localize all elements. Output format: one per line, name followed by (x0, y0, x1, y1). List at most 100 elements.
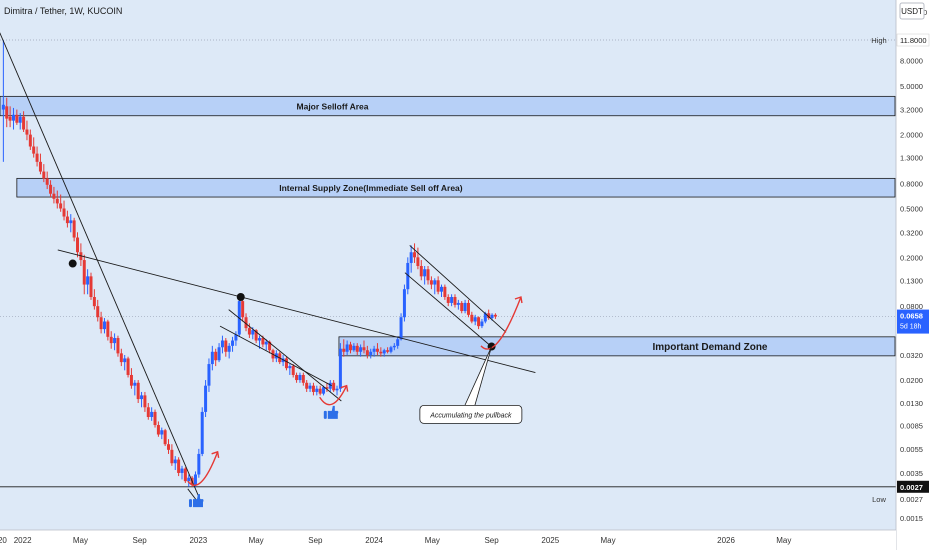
current-price-badge (897, 309, 929, 334)
candle-body (389, 347, 393, 352)
time-tick-label: 2024 (365, 536, 383, 545)
candle-body (281, 358, 285, 363)
price-tick-label: 0.5000 (900, 204, 923, 213)
time-axis[interactable]: 20 2022 May Sep 2023 May Sep 2024 May Sep 2025 May 2… (0, 529, 896, 550)
time-tick-label: May (249, 536, 264, 545)
symbol-title: Dimitra / Tether, 1W, KUCOIN (4, 6, 122, 16)
zone-label: Internal Supply Zone(Immediate Sell off … (279, 183, 463, 193)
candle-body (352, 345, 356, 351)
candle-body (325, 387, 329, 389)
candle-body (42, 171, 46, 179)
candle-body (8, 116, 12, 121)
candle-body (25, 129, 29, 135)
candle-body (345, 344, 349, 352)
candle-body (163, 430, 167, 445)
candle-body (261, 338, 265, 345)
candle-body (301, 374, 305, 383)
price-tick-label: 0.0800 (900, 302, 923, 311)
red-arrow-head (340, 384, 349, 392)
candle-body (335, 388, 339, 391)
callout-pointer (464, 346, 492, 406)
candle-body (480, 321, 484, 327)
candle-body (406, 262, 410, 290)
candle-body (234, 334, 238, 341)
candle-body (82, 260, 86, 285)
candle-body (423, 269, 427, 277)
candle-body (359, 347, 363, 352)
high-label: High (871, 36, 886, 45)
candle-body (433, 280, 437, 285)
candle-body (52, 193, 56, 199)
trendline (219, 325, 332, 387)
price-tick-label: 1.3000 (900, 154, 923, 163)
zone-box (0, 95, 896, 117)
candle-body (210, 351, 214, 365)
candle-body (204, 385, 208, 412)
candle-body (207, 364, 211, 386)
price-tick-label: 0.0015 (900, 514, 923, 523)
candle-body (126, 358, 130, 375)
price-tick-label: 0.0055 (900, 445, 923, 454)
candle-body (318, 388, 322, 394)
candle-body (392, 345, 396, 348)
candle-body (456, 302, 460, 305)
red-arrow-head (211, 450, 220, 458)
price-tick-label: 0.1300 (900, 276, 923, 285)
candle-body (49, 184, 53, 194)
candle-body (1, 104, 5, 110)
candle-body (170, 449, 174, 464)
candle-body (180, 468, 184, 473)
candle-body (99, 317, 103, 330)
pivot-dot (236, 293, 245, 302)
candle-body (338, 348, 342, 389)
candle-body (362, 347, 366, 351)
price-axis[interactable]: 20.00008.00005.00003.20002.00001.30000.8… (871, 0, 932, 550)
candle-body (332, 382, 336, 391)
thumbs-up-icon (323, 405, 339, 419)
current-price: 0.0658 (900, 312, 923, 321)
high-value-box (896, 33, 930, 47)
candle-body (5, 106, 9, 119)
thumbs-up-cuff (188, 499, 192, 508)
red-arrow-curve (480, 296, 522, 350)
candle-body (217, 347, 221, 361)
zone-box (338, 336, 896, 357)
callout-text: Accumulating the pullback (429, 412, 512, 419)
time-tick-label: 20 (0, 536, 7, 545)
price-tick-label: 0.3200 (900, 228, 923, 237)
time-tick-label: 2026 (717, 536, 735, 545)
time-tick-label: May (601, 536, 616, 545)
time-tick-label: 2025 (541, 536, 559, 545)
candle-body (69, 220, 73, 224)
candle-body (150, 411, 154, 417)
candle-body (72, 220, 76, 238)
candle-body (140, 395, 144, 400)
candle-body (396, 339, 400, 346)
low-price-badge (897, 480, 929, 493)
candle-body (102, 321, 106, 330)
zone-label: Major Selloff Area (297, 102, 369, 112)
candle-body (473, 317, 477, 322)
markers-layer (188, 405, 339, 508)
candle-body (55, 198, 59, 204)
time-tick-label: Sep (308, 536, 323, 545)
time-tick-label: May (425, 536, 440, 545)
trendlines-layer (0, 32, 536, 504)
candle-body (382, 350, 386, 354)
candle-body (244, 317, 248, 329)
candle-body (440, 286, 444, 292)
candle-body (315, 388, 319, 392)
candle-body (328, 382, 332, 389)
candle-body (123, 358, 127, 363)
candle-body (295, 374, 299, 381)
candle-body (106, 321, 110, 337)
thumbs-up-hand (192, 494, 204, 508)
candle-body (200, 411, 204, 454)
candle-body (65, 216, 69, 224)
candle-body (264, 341, 268, 345)
candle-body (298, 374, 302, 381)
price-axis-background (896, 0, 932, 550)
countdown: 5d 18h (900, 324, 922, 331)
candle-body (231, 340, 235, 346)
currency-button[interactable]: USDT (899, 2, 925, 20)
